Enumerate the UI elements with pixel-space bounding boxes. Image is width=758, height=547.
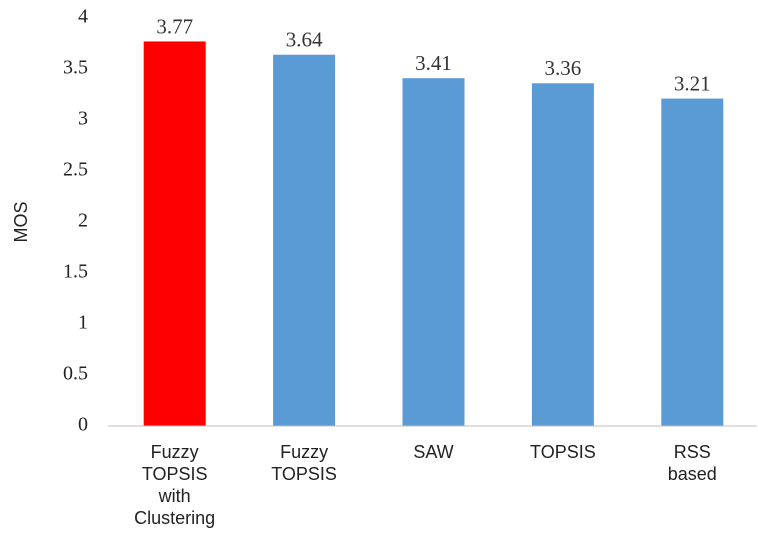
y-tick-label: 1.5 [63, 261, 88, 283]
bar [402, 78, 465, 427]
value-label: 3.36 [545, 56, 582, 80]
y-tick-label: 2.5 [63, 159, 88, 181]
y-tick-label: 1 [78, 312, 88, 334]
value-label: 3.41 [415, 51, 452, 75]
y-tick-label: 2 [78, 210, 88, 232]
y-axis-label: MOS [11, 201, 31, 242]
x-tick-label: TOPSIS [530, 442, 596, 462]
x-tick-label: SAW [413, 442, 454, 462]
x-tick-label: Fuzzy TOPSIS [271, 442, 337, 484]
y-tick-label: 3.5 [63, 57, 88, 79]
value-label: 3.77 [156, 14, 193, 38]
y-tick-label: 0 [78, 414, 88, 436]
bar [273, 54, 336, 426]
bar [143, 41, 206, 427]
bar [531, 83, 594, 426]
x-tick-label: RSS based [667, 442, 717, 484]
x-tick-label: Fuzzy TOPSIS with Clustering [134, 442, 216, 528]
y-tick-label: 0.5 [63, 363, 88, 385]
y-tick-label: 3 [78, 108, 88, 130]
y-tick-label: 4 [78, 6, 88, 28]
value-label: 3.21 [674, 71, 711, 95]
value-label: 3.64 [286, 28, 323, 52]
bar [661, 98, 724, 426]
